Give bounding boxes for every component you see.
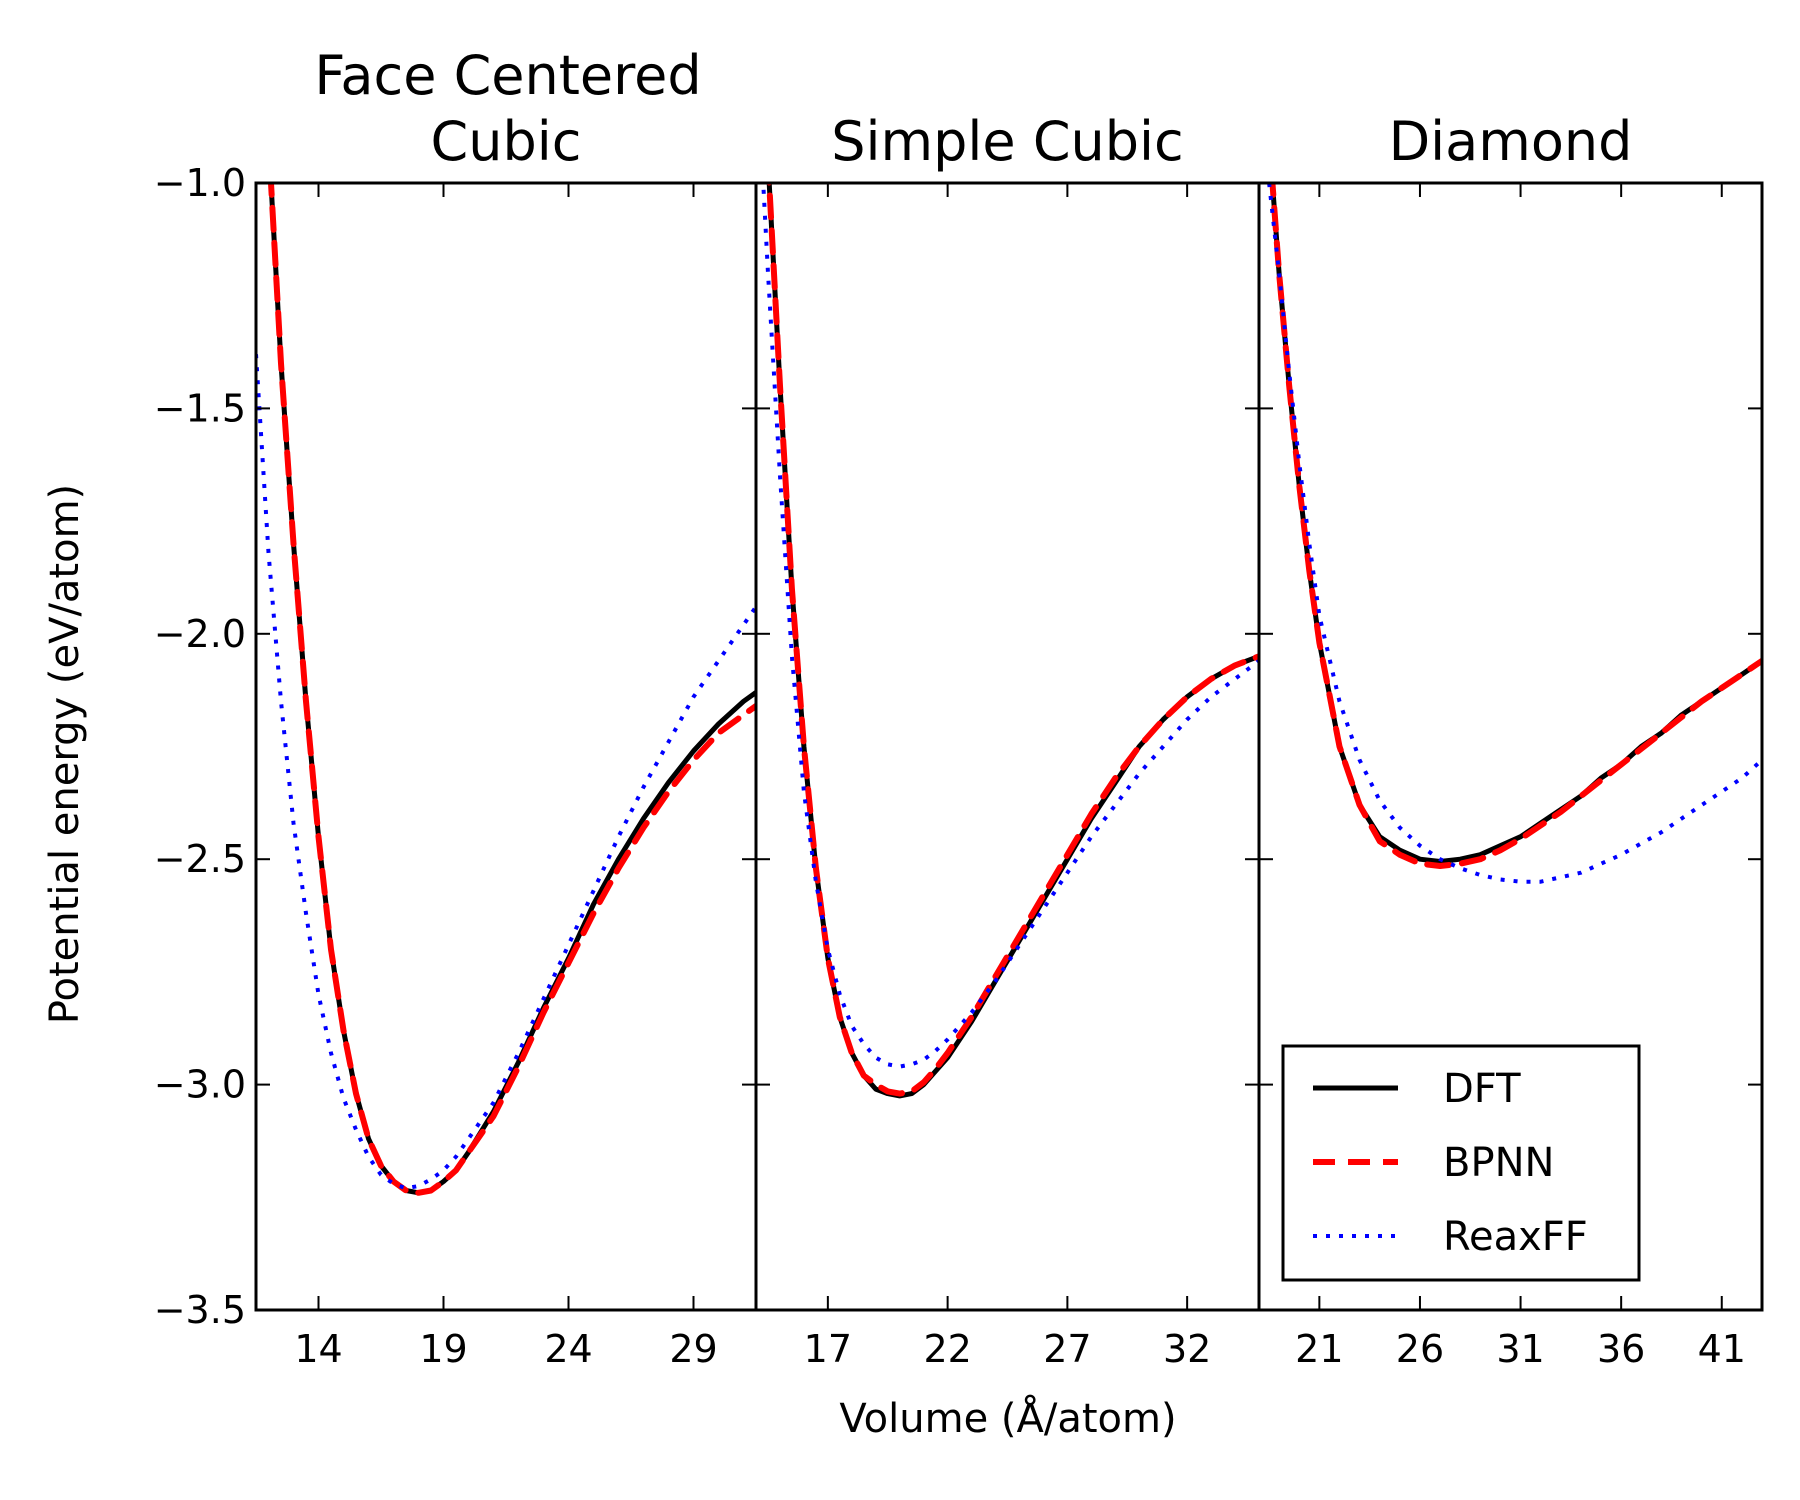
- panel-title: Simple Cubic: [831, 110, 1183, 173]
- x-tick-label: 41: [1698, 1327, 1746, 1371]
- x-tick-label: 32: [1163, 1327, 1211, 1371]
- panel-title: Cubic: [431, 110, 582, 173]
- x-tick-label: 27: [1043, 1327, 1091, 1371]
- y-axis-label: Potential energy (eV/atom): [42, 484, 88, 1024]
- x-tick-label: 29: [669, 1327, 717, 1371]
- panel-1-series: [256, 183, 756, 1196]
- series-line-reaxff-panel-2: [761, 183, 1259, 1069]
- x-axis-label: Volume (Å/atom): [839, 1394, 1176, 1442]
- x-tick-label: 22: [923, 1327, 971, 1371]
- x-tick-label: 26: [1396, 1327, 1444, 1371]
- x-tick-label: 31: [1496, 1327, 1544, 1371]
- panel-2-series: [761, 183, 1259, 1099]
- series-line-bpnn-panel-3: [1269, 183, 1762, 869]
- x-tick-label: 17: [804, 1327, 852, 1371]
- y-tick-label: −1.0: [154, 161, 246, 205]
- y-tick-label: −2.0: [154, 612, 246, 656]
- y-tick-label: −3.0: [154, 1063, 246, 1107]
- x-tick-label: 21: [1295, 1327, 1343, 1371]
- y-tick-label: −2.5: [154, 837, 246, 881]
- panel-3-series: [1267, 183, 1762, 884]
- panel-3-frame: [1257, 181, 1764, 1312]
- panels-group: 14 19 24 29 −1.0 −1.5 −2.0 −2.5 −3.0 −3.5 Face Cen…: [154, 44, 1764, 1371]
- legend: DFT BPNN ReaxFF: [1281, 1044, 1641, 1282]
- legend-box: [1281, 1044, 1641, 1282]
- x-tick-label: 24: [544, 1327, 592, 1371]
- series-line-reaxff-panel-1: [256, 354, 756, 1191]
- legend-label: DFT: [1443, 1066, 1521, 1112]
- x-tick-label: 14: [294, 1327, 342, 1371]
- legend-label: BPNN: [1443, 1140, 1554, 1186]
- y-tick-label: −3.5: [154, 1288, 246, 1332]
- panel-title: Face Centered: [314, 44, 701, 107]
- y-tick-label: −1.5: [154, 386, 246, 430]
- legend-label: ReaxFF: [1443, 1214, 1588, 1260]
- series-line-bpnn-panel-1: [267, 183, 756, 1196]
- panel-3: 21 26 31 36 41 Diamond: [1257, 110, 1764, 1371]
- series-line-reaxff-panel-3: [1267, 183, 1762, 884]
- panel-title: Diamond: [1389, 110, 1633, 173]
- x-tick-label: 36: [1597, 1327, 1645, 1371]
- x-tick-label: 19: [419, 1327, 467, 1371]
- panel-2: 17 22 27 32 Simple Cubic: [754, 110, 1261, 1371]
